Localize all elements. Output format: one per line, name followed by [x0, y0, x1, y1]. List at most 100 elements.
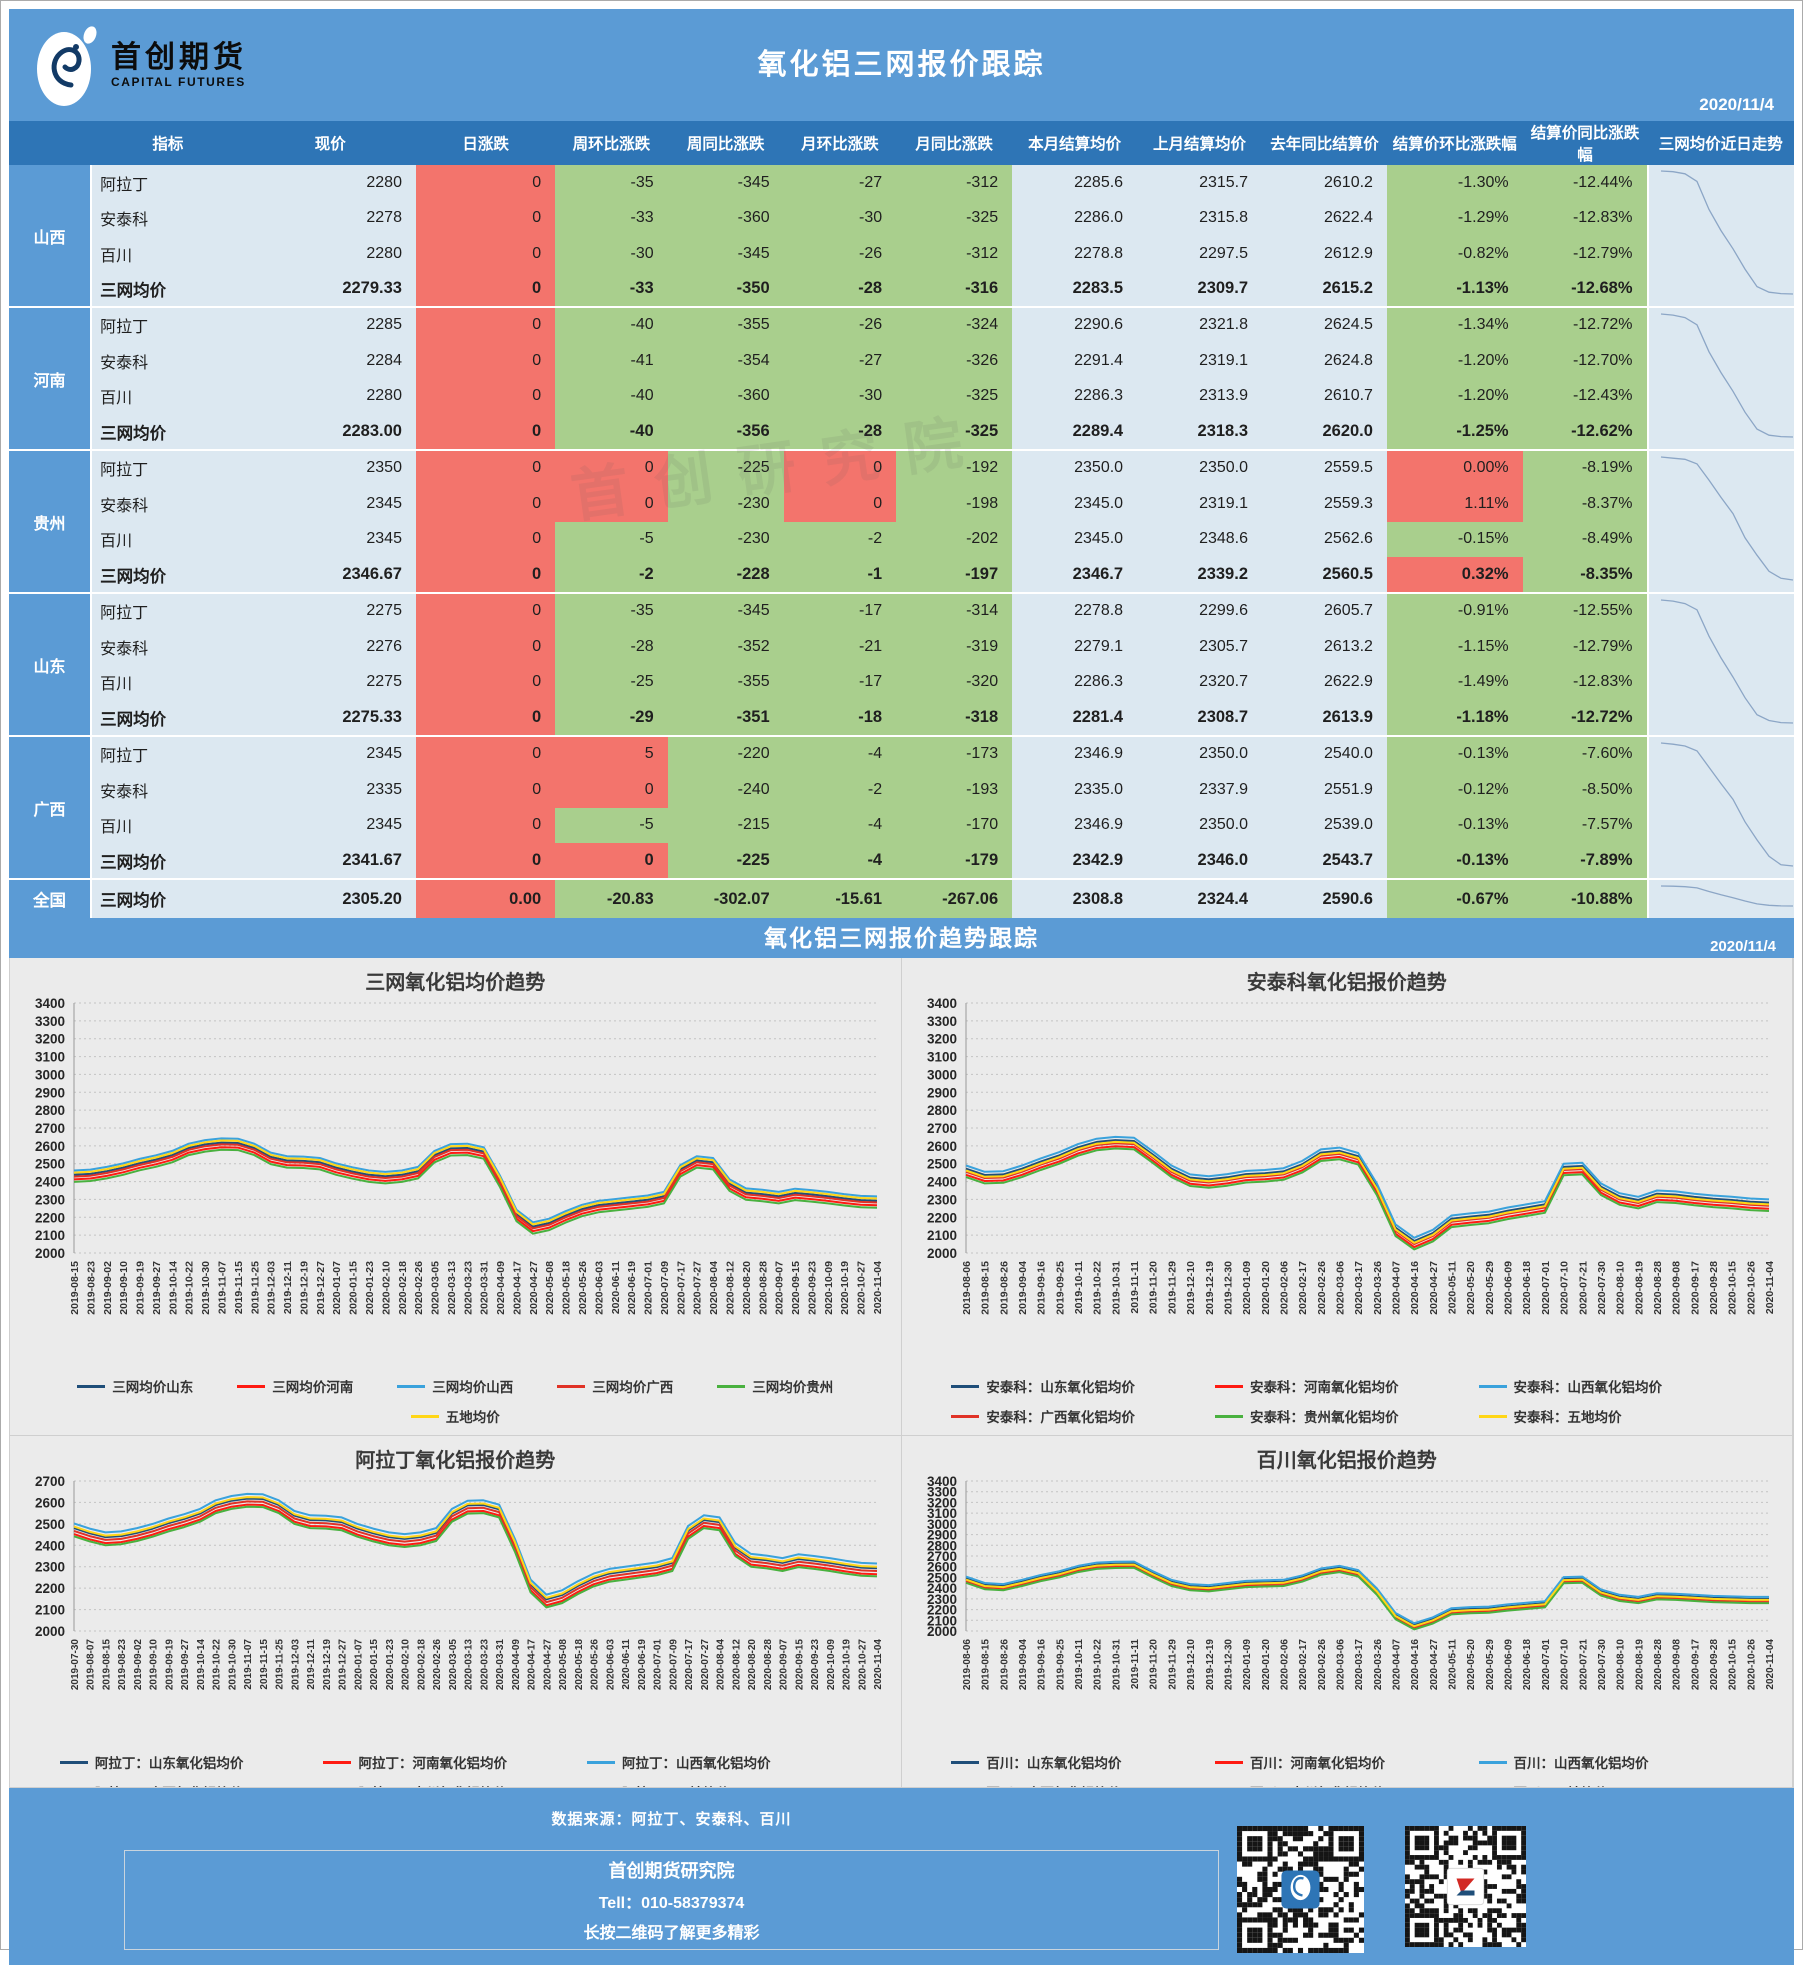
value-cell: -312 — [896, 236, 1013, 272]
legend-swatch — [323, 1760, 352, 1764]
svg-text:2020-05-29: 2020-05-29 — [1483, 1261, 1495, 1315]
svg-text:2020-10-15: 2020-10-15 — [1727, 1639, 1738, 1691]
legend-item: 百川：山东氧化铝均价 — [951, 1752, 1215, 1772]
svg-text:2020-04-07: 2020-04-07 — [1390, 1261, 1402, 1315]
indicator-cell: 百川 — [91, 236, 245, 272]
value-cell: -20.83 — [555, 878, 668, 918]
svg-text:2020-11-04: 2020-11-04 — [1764, 1261, 1776, 1314]
value-cell: -320 — [896, 664, 1013, 701]
legend-item: 阿拉丁：山西氧化铝均价 — [587, 1752, 851, 1772]
svg-text:2600: 2600 — [926, 1560, 956, 1575]
svg-text:2019-11-11: 2019-11-11 — [1129, 1261, 1141, 1314]
sparkline — [1660, 313, 1793, 438]
column-header-region — [9, 121, 92, 165]
value-cell: 2350.0 — [1137, 807, 1262, 844]
value-cell: -312 — [896, 165, 1013, 201]
series-line — [965, 1140, 1769, 1244]
svg-text:2020-05-18: 2020-05-18 — [574, 1639, 585, 1691]
value-cell: 0 — [415, 557, 556, 593]
series-line — [73, 1503, 878, 1607]
value-cell: -230 — [667, 521, 784, 558]
value-cell: -355 — [667, 664, 784, 701]
value-cell: 2341.67 — [244, 843, 416, 879]
series-line — [73, 1496, 878, 1599]
svg-text:2020-02-18: 2020-02-18 — [397, 1261, 409, 1315]
legend-label: 百川：河南氧化铝均价 — [1249, 1756, 1385, 1771]
sparkline — [1660, 170, 1793, 295]
svg-text:2020-10-26: 2020-10-26 — [1746, 1639, 1757, 1691]
value-cell: 0 — [415, 378, 556, 415]
chart-title: 阿拉丁氧化铝报价趋势 — [355, 1450, 556, 1472]
value-cell: 5 — [555, 735, 668, 772]
svg-text:2019-09-04: 2019-09-04 — [1017, 1261, 1029, 1315]
svg-text:2020-04-09: 2020-04-09 — [495, 1261, 507, 1315]
value-cell: 0 — [783, 485, 897, 522]
svg-text:2020-03-31: 2020-03-31 — [479, 1261, 491, 1315]
qr-hint: 长按二维码了解更多精彩 — [583, 1925, 760, 1942]
legend-label: 百川：贵州氧化铝均价 — [1250, 1782, 1385, 1787]
svg-text:2020-10-27: 2020-10-27 — [856, 1261, 868, 1315]
svg-text:2020-07-01: 2020-07-01 — [1540, 1639, 1551, 1691]
svg-text:2900: 2900 — [35, 1085, 65, 1100]
legend-label: 阿拉丁：广西氧化铝均价 — [95, 1782, 244, 1787]
svg-text:2020-05-20: 2020-05-20 — [1466, 1639, 1477, 1691]
svg-text:2020-05-18: 2020-05-18 — [561, 1261, 573, 1315]
svg-text:2020-10-09: 2020-10-09 — [823, 1261, 835, 1315]
value-cell: 0 — [415, 771, 556, 808]
value-cell: -12.44% — [1522, 165, 1648, 201]
value-cell: -352 — [667, 628, 784, 665]
sparkline — [1660, 599, 1793, 724]
qr-code — [1237, 1826, 1364, 1953]
value-cell: 2297.5 — [1137, 236, 1262, 272]
value-cell: 2350.0 — [1137, 735, 1262, 772]
value-cell: -173 — [896, 735, 1013, 772]
value-cell: -2 — [783, 521, 897, 558]
value-cell: 2613.9 — [1262, 700, 1387, 736]
value-cell: -28 — [783, 414, 897, 450]
svg-text:2019-09-16: 2019-09-16 — [1036, 1639, 1047, 1691]
value-cell: -345 — [667, 236, 784, 272]
value-cell: 2275 — [244, 664, 416, 701]
svg-text:2020-07-17: 2020-07-17 — [675, 1261, 687, 1315]
value-cell: 2320.7 — [1137, 664, 1262, 701]
svg-text:3400: 3400 — [35, 996, 65, 1011]
legend-item: 安泰科：山东氧化铝均价 — [951, 1376, 1215, 1396]
swan-logo-icon — [37, 26, 97, 106]
legend-label: 阿拉丁：河南氧化铝均价 — [358, 1756, 507, 1771]
value-cell: -25 — [555, 664, 668, 701]
svg-text:2020-08-28: 2020-08-28 — [1651, 1261, 1663, 1315]
telephone: Tell：010-58379374 — [598, 1895, 745, 1912]
series-line — [73, 1143, 878, 1230]
legend-label: 三网均价广西 — [592, 1380, 674, 1395]
value-cell: 2615.2 — [1262, 271, 1387, 307]
svg-text:2019-10-14: 2019-10-14 — [196, 1639, 207, 1691]
value-cell: 2321.8 — [1137, 306, 1262, 343]
value-cell: -0.82% — [1386, 236, 1523, 272]
svg-text:2020-03-13: 2020-03-13 — [464, 1639, 475, 1691]
value-cell: -1.49% — [1386, 664, 1523, 701]
svg-text:3200: 3200 — [926, 1495, 956, 1510]
value-cell: -1.18% — [1386, 700, 1523, 736]
logo-subtitle: CAPITAL FUTURES — [111, 75, 246, 90]
chart-canvas-holder: 2000 2100 2200 2300 2400 2500 2600 2700 2019-07-… — [16, 1473, 895, 1750]
svg-text:2020-06-03: 2020-06-03 — [593, 1261, 605, 1315]
value-cell: -12.83% — [1522, 200, 1648, 236]
column-header: 月环比涨跌 — [783, 121, 897, 165]
svg-text:2020-02-17: 2020-02-17 — [1297, 1261, 1309, 1315]
value-cell: -12.43% — [1522, 378, 1648, 415]
svg-text:2020-10-19: 2020-10-19 — [842, 1639, 853, 1691]
value-cell: 0 — [415, 342, 556, 379]
value-cell: -325 — [896, 414, 1013, 450]
chart-canvas: 2000210022002300240025002600270028002900… — [926, 1474, 1775, 1691]
value-cell: 2324.4 — [1137, 878, 1262, 918]
indicator-cell: 安泰科 — [91, 485, 245, 522]
svg-text:2100: 2100 — [35, 1228, 65, 1243]
value-cell: -1.15% — [1386, 628, 1523, 665]
value-cell: 2562.6 — [1262, 521, 1387, 558]
svg-text:2300: 2300 — [35, 1192, 65, 1207]
legend-label: 安泰科：广西氧化铝均价 — [986, 1410, 1135, 1425]
value-cell: 2540.0 — [1262, 735, 1387, 772]
value-cell: -40 — [555, 378, 668, 415]
indicator-cell: 安泰科 — [91, 342, 245, 379]
svg-text:2019-12-11: 2019-12-11 — [306, 1639, 317, 1690]
